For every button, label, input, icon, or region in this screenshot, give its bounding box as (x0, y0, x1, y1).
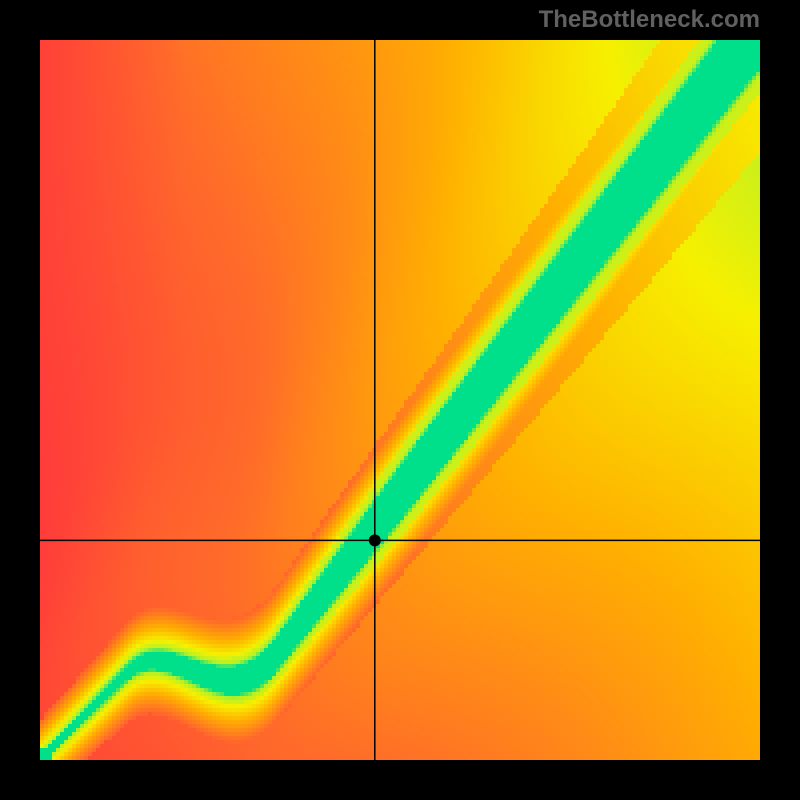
chart-container: TheBottleneck.com (0, 0, 800, 800)
bottleneck-heatmap (40, 40, 760, 760)
watermark-label: TheBottleneck.com (539, 6, 760, 34)
